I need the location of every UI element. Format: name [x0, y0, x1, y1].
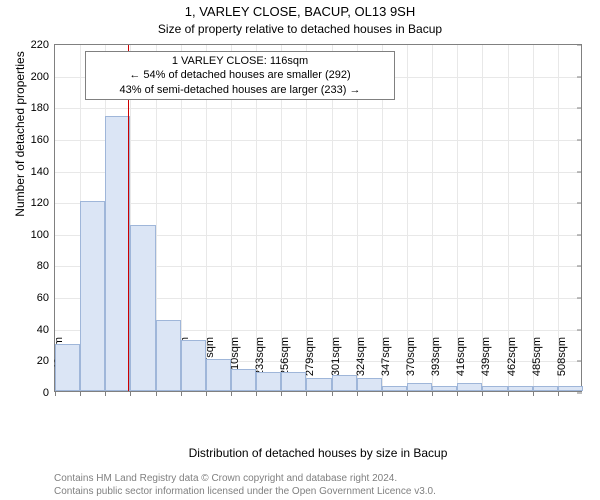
annotation-box: 1 VARLEY CLOSE: 116sqm← 54% of detached … — [85, 51, 395, 100]
y-tick-label: 160 — [31, 134, 55, 146]
x-axis-label: Distribution of detached houses by size … — [54, 446, 582, 460]
y-tick-label: 40 — [37, 324, 55, 336]
histogram-bar — [306, 378, 331, 391]
y-tick-label: 80 — [37, 260, 55, 272]
footer-line-1: Contains HM Land Registry data © Crown c… — [54, 473, 436, 486]
histogram-bar — [357, 378, 382, 391]
y-tick-label: 220 — [31, 39, 55, 51]
histogram-bar — [508, 386, 533, 391]
chart-subtitle: Size of property relative to detached ho… — [0, 22, 600, 36]
histogram-bar — [281, 372, 306, 391]
y-tick-label: 100 — [31, 229, 55, 241]
histogram-bar — [332, 375, 357, 391]
histogram-bar — [256, 372, 281, 391]
y-tick-label: 140 — [31, 166, 55, 178]
histogram-bar — [432, 386, 457, 391]
histogram-bar — [130, 225, 155, 391]
histogram-bar — [80, 201, 105, 391]
footer-line-2: Contains public sector information licen… — [54, 486, 436, 499]
histogram-bar — [231, 369, 256, 391]
histogram-bar — [533, 386, 558, 391]
annotation-line: 43% of semi-detached houses are larger (… — [92, 83, 388, 97]
histogram-bar — [382, 386, 407, 391]
histogram-bar — [105, 116, 130, 391]
chart-footer: Contains HM Land Registry data © Crown c… — [54, 473, 436, 498]
y-tick-label: 180 — [31, 102, 55, 114]
chart-title: 1, VARLEY CLOSE, BACUP, OL13 9SH — [0, 4, 600, 19]
histogram-bar — [482, 386, 507, 391]
y-tick-label: 120 — [31, 197, 55, 209]
annotation-line: 1 VARLEY CLOSE: 116sqm — [92, 54, 388, 68]
chart-plot-area: 02040608010012014016018020022049sqm72sqm… — [54, 44, 582, 392]
y-axis-label: Number of detached properties — [13, 0, 27, 308]
histogram-bar — [181, 340, 206, 391]
y-tick-label: 200 — [31, 71, 55, 83]
histogram-bar — [55, 344, 80, 391]
annotation-line: ← 54% of detached houses are smaller (29… — [92, 68, 388, 82]
histogram-bar — [156, 320, 181, 391]
histogram-bar — [206, 359, 231, 391]
histogram-bar — [457, 383, 482, 391]
histogram-bar — [558, 386, 583, 391]
y-tick-label: 60 — [37, 292, 55, 304]
histogram-bar — [407, 383, 432, 391]
